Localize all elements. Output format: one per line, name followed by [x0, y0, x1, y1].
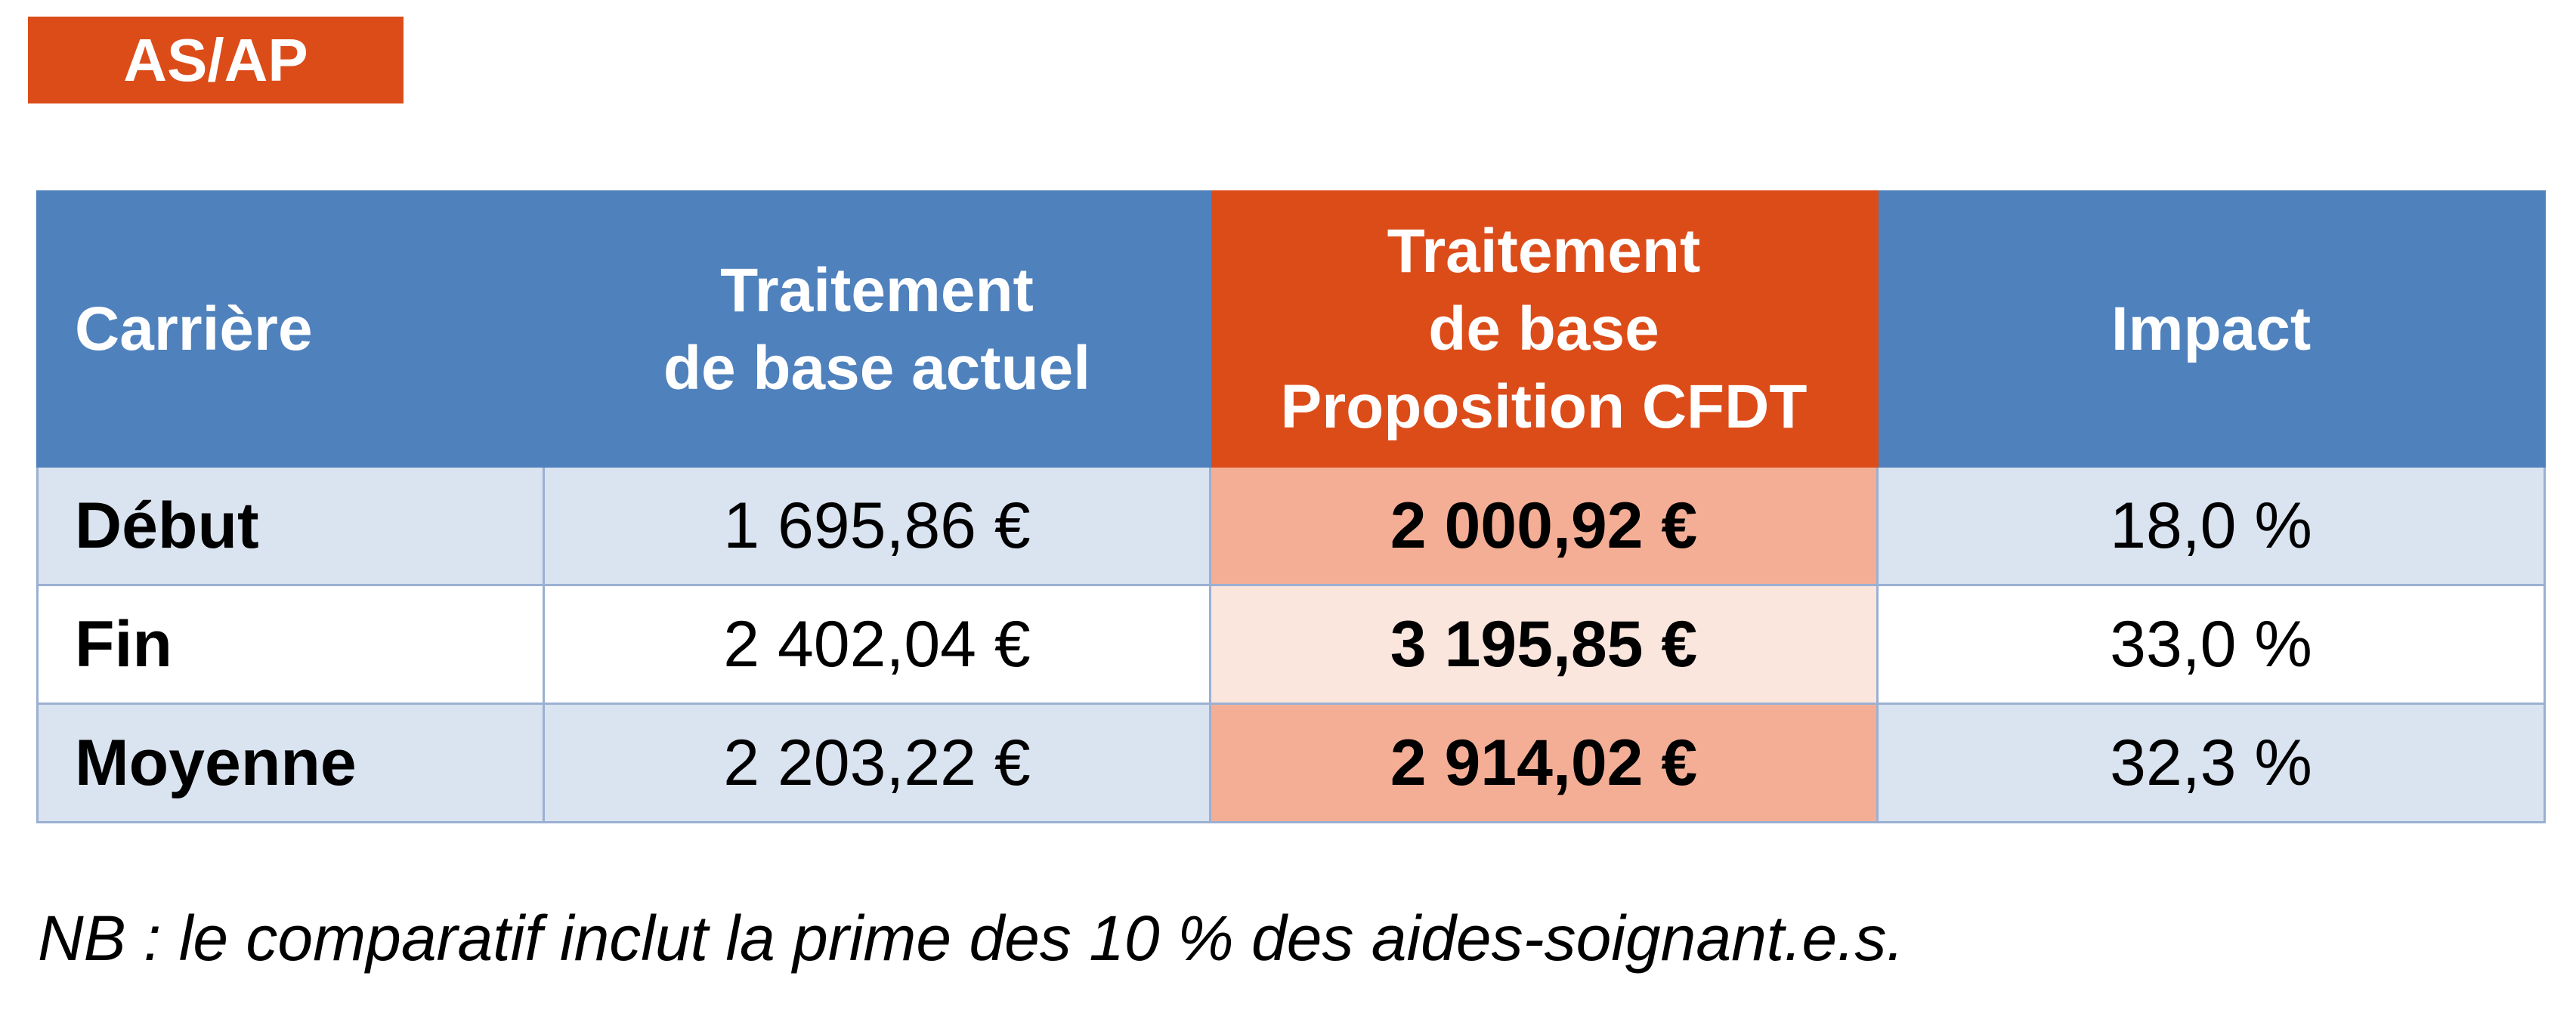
table-row-debut: Début 1 695,86 € 2 000,92 € 18,0 % [36, 465, 2546, 586]
table-row-fin: Fin 2 402,04 € 3 195,85 € 33,0 % [36, 584, 2546, 705]
header-current-line-2: de base actuel [663, 333, 1091, 403]
header-impact: Impact [1876, 190, 2546, 468]
row-label-cell: Début [36, 465, 545, 586]
header-current-base: Traitement de base actuel [543, 190, 1211, 468]
category-badge: AS/AP [28, 17, 404, 103]
table-row-moyenne: Moyenne 2 203,22 € 2 914,02 € 32,3 % [36, 703, 2546, 823]
header-impact-label: Impact [2111, 295, 2312, 363]
header-career-label: Carrière [75, 295, 313, 363]
header-proposal-line-2: de base [1428, 295, 1659, 363]
impact-cell: 32,3 % [1876, 703, 2546, 823]
proposal-salary-cell: 2 000,92 € [1209, 465, 1879, 586]
category-badge-label: AS/AP [123, 26, 308, 94]
current-salary-cell: 2 203,22 € [543, 703, 1211, 823]
proposal-salary-cell: 3 195,85 € [1209, 584, 1879, 705]
salary-comparison-table: Carrière Traitement de base actuel Trait… [36, 190, 2546, 823]
header-proposal-line-3: Proposition CFDT [1280, 372, 1808, 441]
header-proposal-line-1: Traitement [1387, 217, 1701, 286]
row-label-cell: Fin [36, 584, 545, 705]
impact-cell: 18,0 % [1876, 465, 2546, 586]
proposal-salary-cell: 2 914,02 € [1209, 703, 1879, 823]
current-salary-cell: 2 402,04 € [543, 584, 1211, 705]
footnote: NB : le comparatif inclut la prime des 1… [38, 903, 1904, 974]
header-proposal-base: Traitement de base Proposition CFDT [1209, 190, 1879, 468]
header-career: Carrière [36, 190, 545, 468]
row-label-cell: Moyenne [36, 703, 545, 823]
table-header-row: Carrière Traitement de base actuel Trait… [36, 190, 2546, 468]
impact-cell: 33,0 % [1876, 584, 2546, 705]
header-current-line-1: Traitement [720, 255, 1034, 325]
current-salary-cell: 1 695,86 € [543, 465, 1211, 586]
